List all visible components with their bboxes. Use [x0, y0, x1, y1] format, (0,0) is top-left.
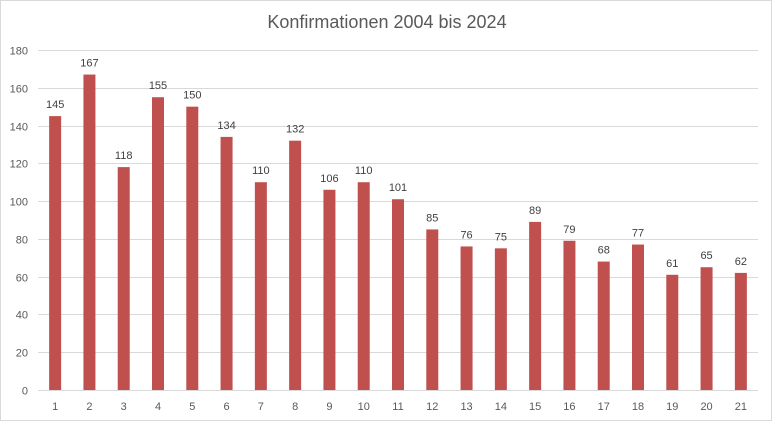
- y-tick-label: 0: [22, 386, 28, 398]
- bar: [254, 182, 267, 390]
- bar: [734, 272, 747, 390]
- bars: [49, 74, 747, 391]
- data-label: 110: [355, 165, 373, 177]
- x-tick-label: 7: [258, 401, 264, 413]
- data-label: 77: [632, 228, 644, 240]
- x-tick-label: 14: [495, 401, 507, 413]
- bar: [494, 248, 507, 390]
- x-tick-label: 4: [155, 401, 161, 413]
- bar: [49, 116, 62, 391]
- x-tick-label: 2: [86, 401, 92, 413]
- x-tick-label: 19: [666, 401, 678, 413]
- x-axis-ticks: 1 2 3 4 5 6 7 8 9 10 11 12 13 14 15 16 17 18 19 20 21: [52, 401, 747, 413]
- y-tick-label: 60: [16, 273, 28, 285]
- data-label: 145: [46, 99, 64, 111]
- y-tick-label: 100: [10, 197, 28, 209]
- x-tick-label: 6: [224, 401, 230, 413]
- data-label: 101: [389, 182, 407, 194]
- data-label: 65: [700, 250, 712, 262]
- chart-title: Konfirmationen 2004 bis 2024: [267, 12, 507, 32]
- x-tick-label: 15: [529, 401, 541, 413]
- y-tick-label: 20: [16, 348, 28, 360]
- data-label: 118: [115, 150, 133, 162]
- bar: [529, 221, 542, 390]
- bar: [117, 167, 130, 390]
- data-label: 106: [320, 173, 338, 185]
- data-label: 79: [563, 224, 575, 236]
- data-label: 75: [495, 231, 507, 243]
- data-label: 167: [80, 58, 98, 70]
- bar: [563, 240, 576, 390]
- bar: [426, 229, 439, 390]
- bar: [152, 97, 164, 390]
- x-tick-label: 21: [735, 401, 747, 413]
- x-tick-label: 18: [632, 401, 644, 413]
- y-tick-label: 140: [10, 122, 28, 134]
- x-tick-label: 11: [392, 401, 403, 413]
- bar: [186, 106, 199, 391]
- bar: [392, 199, 404, 390]
- x-tick-label: 13: [460, 401, 472, 413]
- y-tick-label: 40: [16, 310, 28, 322]
- data-label: 76: [460, 229, 472, 241]
- bar: [460, 246, 473, 390]
- x-tick-label: 20: [700, 401, 712, 413]
- bar: [323, 189, 336, 390]
- bar: [597, 261, 610, 390]
- y-tick-label: 80: [16, 235, 28, 247]
- x-tick-label: 16: [563, 401, 575, 413]
- x-tick-label: 10: [358, 401, 370, 413]
- x-tick-label: 3: [121, 401, 127, 413]
- bar: [632, 244, 644, 390]
- y-tick-label: 180: [10, 46, 28, 58]
- data-label: 61: [666, 258, 678, 270]
- data-label: 132: [286, 124, 304, 136]
- data-label: 89: [529, 205, 541, 217]
- y-axis-ticks: 0 20 40 60 80 100 120 140 160 180: [10, 46, 28, 398]
- bar: [700, 267, 713, 390]
- data-label: 134: [217, 120, 235, 132]
- bar: [83, 74, 96, 390]
- x-tick-label: 12: [426, 401, 438, 413]
- data-label: 85: [426, 212, 438, 224]
- x-tick-label: 8: [292, 401, 298, 413]
- data-label: 62: [735, 256, 747, 268]
- x-tick-label: 9: [326, 401, 332, 413]
- data-labels: 145 167 118 155 150 134 110 132 106 110 101 85 76 75 8…: [46, 58, 747, 270]
- data-label: 150: [183, 90, 201, 102]
- x-tick-label: 5: [189, 401, 195, 413]
- bar: [357, 182, 370, 390]
- data-label: 68: [598, 245, 610, 257]
- y-tick-label: 120: [10, 159, 28, 171]
- bar: [220, 136, 233, 390]
- data-label: 155: [149, 80, 167, 92]
- bar: [289, 140, 302, 390]
- bar: [666, 274, 679, 390]
- x-tick-label: 17: [598, 401, 610, 413]
- data-label: 110: [252, 165, 270, 177]
- y-tick-label: 160: [10, 84, 28, 96]
- x-tick-label: 1: [52, 401, 58, 413]
